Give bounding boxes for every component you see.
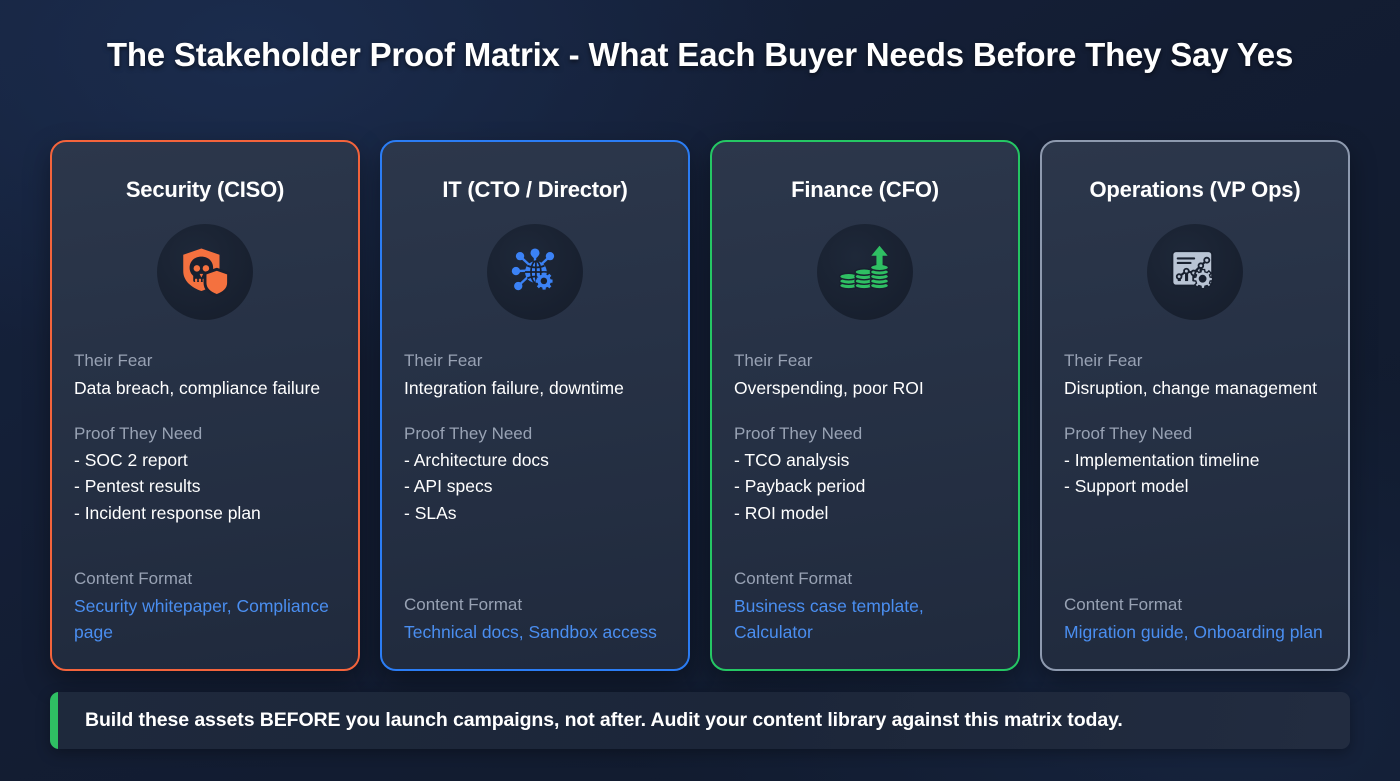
fear-block-security: Their Fear Data breach, compliance failu…: [74, 348, 336, 401]
fear-label: Their Fear: [404, 351, 483, 371]
fear-block-operations: Their Fear Disruption, change management: [1064, 348, 1326, 401]
footer-callout-banner: Build these assets BEFORE you launch cam…: [50, 692, 1350, 749]
list-item: - Architecture docs: [404, 450, 549, 471]
card-title-security: Security (CISO): [125, 177, 285, 202]
fear-label: Their Fear: [74, 351, 153, 371]
proof-list-security: - SOC 2 report - Pentest results - Incid…: [74, 447, 336, 526]
card-finance[interactable]: Finance (CFO): [710, 140, 1020, 671]
format-label: Content Format: [404, 595, 523, 615]
format-value[interactable]: Technical docs, Sandbox access: [404, 621, 657, 642]
page-title-wrap: The Stakeholder Proof Matrix - What Each…: [0, 36, 1400, 74]
format-block-finance: Content Format Business case template, C…: [734, 566, 996, 651]
card-security[interactable]: Security (CISO): [50, 140, 360, 671]
card-operations[interactable]: Operations (VP Ops): [1040, 140, 1350, 671]
proof-label: Proof They Need: [74, 423, 203, 443]
card-title-it: IT (CTO / Director): [442, 177, 628, 202]
format-label: Content Format: [1064, 595, 1183, 615]
format-value[interactable]: Security whitepaper, Compliance page: [74, 595, 329, 642]
format-value[interactable]: Migration guide, Onboarding plan: [1064, 621, 1323, 642]
proof-list-it: - Architecture docs - API specs - SLAs: [404, 447, 666, 526]
format-block-operations: Content Format Migration guide, Onboardi…: [1064, 592, 1326, 651]
card-body-finance: Their Fear Overspending, poor ROI Proof …: [734, 348, 996, 651]
footer-accent-bar: [50, 692, 58, 749]
list-item: - Incident response plan: [74, 502, 261, 523]
proof-list-finance: - TCO analysis - Payback period - ROI mo…: [734, 447, 996, 526]
proof-list-operations: - Implementation timeline - Support mode…: [1064, 447, 1326, 500]
format-label: Content Format: [734, 569, 853, 589]
list-item: - Payback period: [734, 476, 866, 497]
fear-value: Integration failure, downtime: [404, 377, 624, 398]
list-item: - API specs: [404, 476, 493, 497]
page-title: The Stakeholder Proof Matrix - What Each…: [106, 36, 1294, 73]
analytics-chart-gear-icon: [1147, 224, 1243, 321]
proof-label: Proof They Need: [1064, 423, 1193, 443]
fear-label: Their Fear: [734, 351, 813, 371]
format-value[interactable]: Business case template, Calculator: [734, 595, 924, 642]
coins-growth-arrow-icon: [817, 224, 913, 321]
fear-label: Their Fear: [1064, 351, 1143, 371]
proof-label: Proof They Need: [734, 423, 863, 443]
list-item: - ROI model: [734, 502, 829, 523]
proof-label: Proof They Need: [404, 423, 533, 443]
fear-value: Disruption, change management: [1064, 377, 1317, 398]
card-it[interactable]: IT (CTO / Director): [380, 140, 690, 671]
format-block-security: Content Format Security whitepaper, Comp…: [74, 566, 336, 651]
footer-callout-text: Build these assets BEFORE you launch cam…: [85, 709, 1123, 731]
list-item: - Support model: [1064, 476, 1189, 497]
list-item: - SOC 2 report: [74, 450, 188, 471]
fear-block-it: Their Fear Integration failure, downtime: [404, 348, 666, 401]
card-title-operations: Operations (VP Ops): [1089, 177, 1301, 202]
fear-value: Overspending, poor ROI: [734, 377, 924, 398]
proof-block-it: Proof They Need - Architecture docs - AP…: [404, 421, 666, 526]
shield-skull-icon: [157, 224, 253, 321]
network-globe-gear-icon: [487, 224, 583, 321]
list-item: - Pentest results: [74, 476, 201, 497]
list-item: - Implementation timeline: [1064, 450, 1260, 471]
list-item: - TCO analysis: [734, 450, 850, 471]
card-title-finance: Finance (CFO): [791, 177, 939, 202]
format-block-it: Content Format Technical docs, Sandbox a…: [404, 592, 666, 651]
stakeholder-card-row: Security (CISO): [50, 140, 1350, 671]
proof-block-operations: Proof They Need - Implementation timelin…: [1064, 421, 1326, 500]
proof-block-security: Proof They Need - SOC 2 report - Pentest…: [74, 421, 336, 526]
card-body-it: Their Fear Integration failure, downtime…: [404, 348, 666, 651]
format-label: Content Format: [74, 569, 193, 589]
proof-block-finance: Proof They Need - TCO analysis - Payback…: [734, 421, 996, 526]
fear-value: Data breach, compliance failure: [74, 377, 321, 398]
card-body-operations: Their Fear Disruption, change management…: [1064, 348, 1326, 651]
fear-block-finance: Their Fear Overspending, poor ROI: [734, 348, 996, 401]
list-item: - SLAs: [404, 502, 457, 523]
card-body-security: Their Fear Data breach, compliance failu…: [74, 348, 336, 651]
